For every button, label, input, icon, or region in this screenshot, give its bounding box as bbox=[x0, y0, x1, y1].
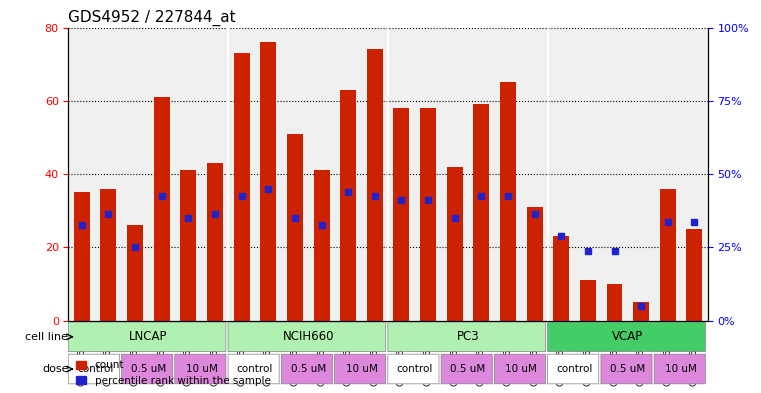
Bar bbox=[260, 42, 276, 321]
Bar bbox=[553, 236, 569, 321]
Text: control: control bbox=[556, 364, 593, 374]
Text: control: control bbox=[77, 364, 113, 374]
FancyBboxPatch shape bbox=[68, 322, 226, 352]
Bar bbox=[660, 189, 676, 321]
Bar bbox=[180, 171, 196, 321]
Bar bbox=[314, 171, 330, 321]
Text: LNCAP: LNCAP bbox=[129, 330, 167, 343]
Text: VCAP: VCAP bbox=[612, 330, 644, 343]
Text: 0.5 uM: 0.5 uM bbox=[451, 364, 486, 374]
Bar bbox=[74, 193, 90, 321]
Bar bbox=[420, 108, 436, 321]
FancyBboxPatch shape bbox=[548, 322, 705, 352]
FancyBboxPatch shape bbox=[228, 354, 279, 384]
Text: 0.5 uM: 0.5 uM bbox=[131, 364, 166, 374]
Bar bbox=[500, 83, 516, 321]
Text: control: control bbox=[237, 364, 273, 374]
FancyBboxPatch shape bbox=[68, 354, 119, 384]
Bar bbox=[633, 302, 649, 321]
Bar bbox=[393, 108, 409, 321]
Text: 0.5 uM: 0.5 uM bbox=[610, 364, 645, 374]
FancyBboxPatch shape bbox=[122, 354, 173, 384]
FancyBboxPatch shape bbox=[388, 354, 439, 384]
Bar bbox=[100, 189, 116, 321]
Text: NCIH660: NCIH660 bbox=[282, 330, 334, 343]
Text: cell line: cell line bbox=[25, 332, 68, 342]
FancyBboxPatch shape bbox=[601, 354, 652, 384]
FancyBboxPatch shape bbox=[654, 354, 705, 384]
FancyBboxPatch shape bbox=[495, 354, 546, 384]
Text: dose: dose bbox=[42, 364, 68, 374]
Bar bbox=[367, 50, 383, 321]
Text: 10 uM: 10 uM bbox=[345, 364, 377, 374]
Bar bbox=[287, 134, 303, 321]
Text: 10 uM: 10 uM bbox=[186, 364, 218, 374]
Bar bbox=[580, 280, 596, 321]
Text: control: control bbox=[396, 364, 433, 374]
Text: GDS4952 / 227844_at: GDS4952 / 227844_at bbox=[68, 10, 236, 26]
Bar bbox=[686, 229, 702, 321]
FancyBboxPatch shape bbox=[388, 322, 546, 352]
Text: 10 uM: 10 uM bbox=[665, 364, 697, 374]
Bar bbox=[447, 167, 463, 321]
Bar bbox=[127, 225, 143, 321]
Bar bbox=[154, 97, 170, 321]
Text: 0.5 uM: 0.5 uM bbox=[291, 364, 326, 374]
Text: 10 uM: 10 uM bbox=[505, 364, 537, 374]
FancyBboxPatch shape bbox=[282, 354, 333, 384]
FancyBboxPatch shape bbox=[335, 354, 386, 384]
Bar bbox=[473, 105, 489, 321]
Legend: count, percentile rank within the sample: count, percentile rank within the sample bbox=[74, 358, 272, 388]
Bar bbox=[340, 90, 356, 321]
Bar bbox=[207, 163, 223, 321]
FancyBboxPatch shape bbox=[441, 354, 492, 384]
Bar bbox=[527, 207, 543, 321]
FancyBboxPatch shape bbox=[548, 354, 599, 384]
FancyBboxPatch shape bbox=[175, 354, 226, 384]
Bar bbox=[607, 284, 622, 321]
FancyBboxPatch shape bbox=[228, 322, 386, 352]
Text: PC3: PC3 bbox=[457, 330, 479, 343]
Bar bbox=[234, 53, 250, 321]
